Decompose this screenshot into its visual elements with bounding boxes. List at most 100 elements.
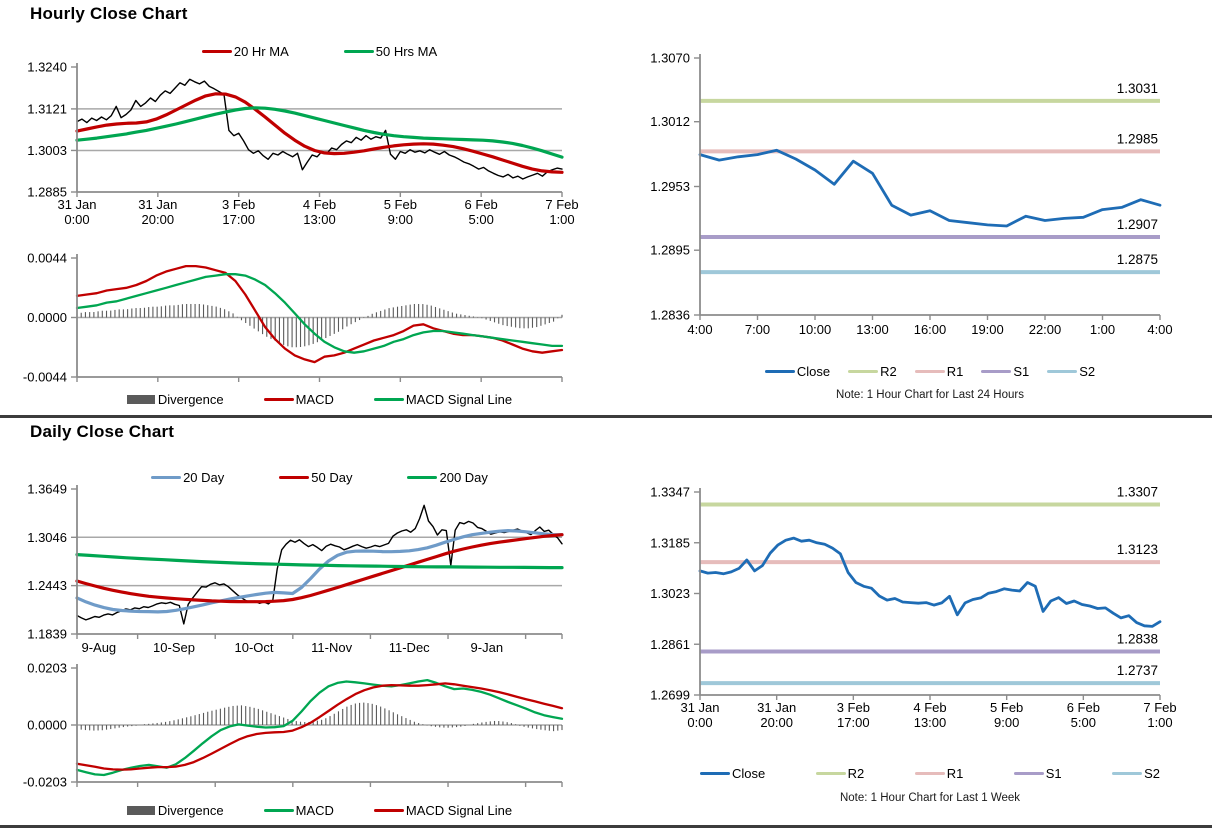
daily_sr-plot: 1.3307 1.3123 1.2838 1.2737 1.3347 1.3185 1.30… bbox=[650, 485, 1176, 731]
legend-label: R1 bbox=[946, 364, 964, 379]
macd-line bbox=[75, 678, 564, 777]
hourly_macd-plot: 0.0044 0.0000 -0.0044 bbox=[23, 251, 564, 385]
x-tick-label: 4 Feb 13:00 bbox=[303, 197, 336, 227]
legend-swatch bbox=[700, 772, 730, 775]
x-tick-label: 5 Feb 9:00 bbox=[990, 700, 1023, 730]
legend-item-macd: MACD bbox=[263, 392, 334, 407]
x-tick-label: 31 Jan 0:00 bbox=[680, 700, 719, 730]
x-tick-label: 7 Feb 1:00 bbox=[545, 197, 578, 227]
daily-close-line bbox=[76, 504, 563, 625]
legend-item-macd: MACD bbox=[263, 803, 334, 818]
y-tick-label: 1.3649 bbox=[27, 482, 67, 497]
y-tick-label: -0.0203 bbox=[23, 775, 67, 790]
legend-label: Divergence bbox=[157, 392, 224, 407]
legend-swatch bbox=[201, 50, 232, 53]
hourly_sr-plot: 1.30311.29851.29071.28751.30701.30121.29… bbox=[650, 51, 1172, 338]
legend-swatch bbox=[263, 398, 294, 401]
legend-swatch bbox=[279, 476, 310, 479]
y-tick-label: 1.2443 bbox=[27, 578, 67, 593]
hourly_price-legend: 20 Hr MA 50 Hrs MA bbox=[77, 44, 562, 59]
daily_sr-legend: Close R2 R1 S1 S2 bbox=[700, 766, 1160, 781]
legend-item-divergence: Divergence bbox=[126, 803, 224, 818]
legend-item-r2: R2 bbox=[848, 364, 897, 379]
level-label-r2: 1.3307 bbox=[1117, 485, 1158, 500]
section-divider bbox=[0, 415, 1212, 418]
x-tick-label: 9-Aug bbox=[81, 640, 116, 655]
legend-swatch bbox=[1112, 772, 1143, 775]
legend-item-s1: S1 bbox=[1013, 766, 1062, 781]
legend-item-macd-signal-line: MACD Signal Line bbox=[373, 392, 513, 407]
level-label-r1: 1.2985 bbox=[1117, 131, 1158, 146]
macd-line bbox=[75, 264, 564, 364]
legend-label: MACD Signal Line bbox=[405, 392, 513, 407]
y-tick-label: 1.3347 bbox=[650, 485, 690, 500]
legend-item-macd-signal-line: MACD Signal Line bbox=[373, 803, 513, 818]
legend-label: 20 Day bbox=[183, 470, 225, 485]
legend-swatch bbox=[151, 476, 182, 479]
y-tick-label: 1.3121 bbox=[27, 101, 67, 116]
legend-label: 20 Hr MA bbox=[233, 44, 289, 59]
legend-swatch bbox=[373, 398, 404, 401]
200-day-line bbox=[75, 552, 564, 570]
20-hr-ma-line bbox=[75, 92, 564, 174]
y-tick-label: 1.2699 bbox=[650, 688, 690, 703]
legend-swatch bbox=[407, 476, 438, 479]
level-label-s2: 1.2737 bbox=[1117, 663, 1158, 678]
legend-item-50-day: 50 Day bbox=[279, 470, 352, 485]
50-day-line bbox=[75, 533, 564, 604]
legend-label: MACD bbox=[295, 803, 334, 818]
x-tick-label: 11-Nov bbox=[311, 640, 352, 655]
daily-section-title: Daily Close Chart bbox=[30, 422, 175, 441]
legend-label: R1 bbox=[946, 766, 964, 781]
x-tick-label: 22:00 bbox=[1029, 322, 1062, 337]
legend-item-s1: S1 bbox=[981, 364, 1029, 379]
x-tick-label: 11-Dec bbox=[389, 640, 430, 655]
legend-item-r1: R1 bbox=[914, 364, 964, 379]
x-tick-label: 5 Feb 9:00 bbox=[384, 197, 417, 227]
legend-swatch bbox=[1047, 370, 1078, 373]
level-label-s2: 1.2875 bbox=[1117, 252, 1158, 267]
y-tick-label: 1.3012 bbox=[650, 114, 690, 129]
x-tick-label: 19:00 bbox=[971, 322, 1004, 337]
daily_macd-legend: Divergence MACD MACD Signal Line bbox=[77, 803, 562, 818]
y-tick-label: 1.3046 bbox=[27, 530, 67, 545]
hourly_macd-legend: Divergence MACD MACD Signal Line bbox=[77, 392, 562, 407]
legend-item-s2: S2 bbox=[1047, 364, 1095, 379]
x-tick-label: 10-Oct bbox=[235, 640, 274, 655]
hourly_macd-axes: 0.0044 0.0000 -0.0044 bbox=[23, 251, 563, 385]
legend-label: 50 Day bbox=[311, 470, 353, 485]
hourly-close-line bbox=[76, 78, 563, 180]
x-tick-label: 4:00 bbox=[1147, 322, 1172, 337]
legend-item-s2: S2 bbox=[1112, 766, 1160, 781]
legend-label: Divergence bbox=[157, 803, 224, 818]
y-tick-label: 1.3070 bbox=[650, 51, 690, 66]
y-tick-label: 1.3185 bbox=[650, 535, 690, 550]
legend-label: MACD Signal Line bbox=[405, 803, 513, 818]
legend-swatch bbox=[263, 809, 294, 812]
macd-signal-line-line bbox=[75, 682, 564, 771]
level-label-r2: 1.3031 bbox=[1117, 81, 1158, 96]
level-label-s1: 1.2838 bbox=[1117, 631, 1158, 646]
legend-label: MACD bbox=[295, 392, 334, 407]
x-tick-label: 16:00 bbox=[914, 322, 947, 337]
x-tick-label: 10:00 bbox=[799, 322, 832, 337]
divergence-bars bbox=[76, 303, 563, 348]
y-tick-label: 1.2953 bbox=[650, 179, 690, 194]
y-tick-label: 0.0000 bbox=[27, 310, 67, 325]
x-tick-label: 31 Jan 0:00 bbox=[57, 197, 96, 227]
legend-label: S1 bbox=[1045, 766, 1062, 781]
y-tick-label: 0.0203 bbox=[27, 661, 67, 676]
legend-item-20-hr-ma: 20 Hr MA bbox=[201, 44, 289, 59]
daily_price-plot: 1.3649 1.3046 1.2443 1.1839 9-Aug 10-Sep 10-Oc… bbox=[27, 482, 564, 655]
legend-swatch bbox=[815, 772, 846, 775]
y-tick-label: 1.2836 bbox=[650, 308, 690, 323]
legend-label: R2 bbox=[847, 766, 865, 781]
legend-swatch bbox=[848, 370, 879, 373]
hourly-section-title: Hourly Close Chart bbox=[30, 4, 188, 23]
legend-label: S2 bbox=[1079, 364, 1096, 379]
legend-swatch bbox=[981, 370, 1012, 373]
